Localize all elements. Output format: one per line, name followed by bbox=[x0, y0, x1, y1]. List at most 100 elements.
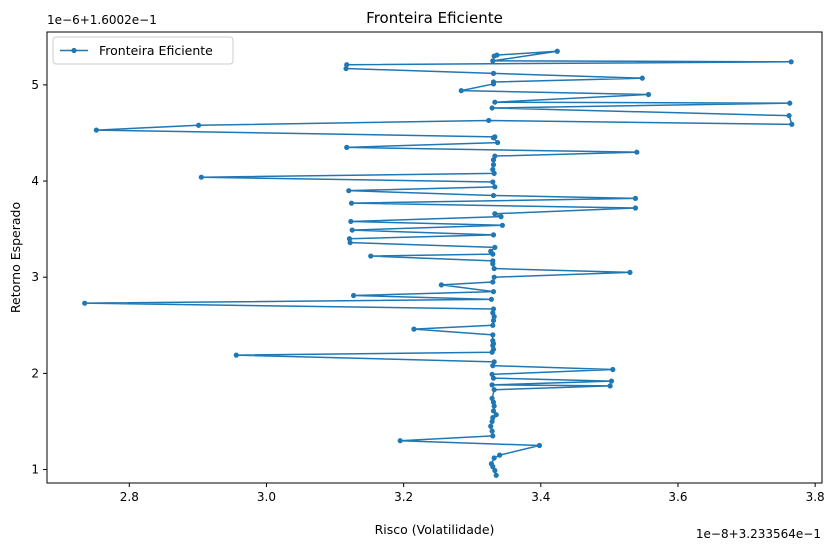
y-tick-label: 1 bbox=[31, 463, 39, 477]
data-point bbox=[458, 88, 464, 94]
data-point bbox=[645, 91, 652, 98]
data-point bbox=[634, 149, 640, 155]
data-point bbox=[488, 423, 494, 429]
data-point bbox=[490, 310, 496, 316]
data-point bbox=[347, 239, 353, 246]
legend: Fronteira Eficiente bbox=[52, 36, 234, 65]
data-point bbox=[488, 296, 495, 302]
data-point bbox=[498, 214, 504, 220]
data-point bbox=[493, 472, 499, 478]
data-point bbox=[490, 415, 496, 421]
x-tick-label: 3.0 bbox=[257, 490, 276, 504]
data-point bbox=[491, 53, 497, 59]
data-point bbox=[344, 144, 350, 150]
data-point bbox=[368, 253, 374, 259]
data-point bbox=[789, 121, 795, 127]
data-point bbox=[488, 461, 495, 467]
data-point bbox=[492, 184, 498, 190]
data-point bbox=[489, 371, 495, 377]
data-point bbox=[349, 227, 355, 233]
y-axis-ticks: 1 2 3 4 5 bbox=[31, 78, 47, 477]
data-point bbox=[490, 162, 497, 168]
data-point bbox=[608, 378, 615, 384]
data-point bbox=[438, 282, 444, 288]
axes-frame bbox=[46, 31, 823, 484]
data-point bbox=[627, 269, 633, 276]
data-point bbox=[93, 127, 99, 133]
x-axis-offset-text: 1e−8+3.233564e−1 bbox=[696, 527, 821, 541]
axes-background bbox=[47, 32, 822, 483]
data-point bbox=[491, 265, 497, 272]
data-point bbox=[348, 218, 354, 225]
data-point bbox=[490, 317, 497, 324]
data-point bbox=[489, 382, 495, 388]
data-point bbox=[632, 195, 639, 201]
data-point bbox=[490, 433, 496, 439]
data-point bbox=[632, 205, 639, 211]
x-tick-label: 3.4 bbox=[531, 490, 550, 504]
data-point bbox=[491, 403, 497, 409]
data-point bbox=[787, 100, 793, 106]
data-point bbox=[198, 174, 204, 180]
data-point bbox=[346, 236, 353, 242]
data-point bbox=[607, 383, 613, 389]
x-tick-label: 3.8 bbox=[806, 490, 825, 504]
data-point bbox=[499, 222, 505, 228]
x-tick-label: 2.8 bbox=[120, 490, 139, 504]
data-point bbox=[639, 75, 645, 81]
data-point bbox=[489, 428, 495, 434]
data-point bbox=[492, 153, 498, 159]
data-point bbox=[490, 338, 496, 344]
data-point bbox=[536, 442, 543, 449]
y-tick-label: 3 bbox=[31, 270, 39, 284]
data-point bbox=[492, 467, 498, 474]
data-point bbox=[490, 70, 497, 76]
y-axis-offset-text: 1e−6+1.6002e−1 bbox=[47, 13, 157, 27]
data-point bbox=[488, 248, 494, 254]
data-point bbox=[344, 62, 350, 68]
data-point bbox=[233, 352, 239, 358]
data-point bbox=[490, 332, 496, 338]
data-point bbox=[490, 166, 496, 173]
data-point bbox=[491, 387, 497, 393]
data-point bbox=[489, 105, 495, 111]
data-point bbox=[492, 99, 498, 105]
data-point bbox=[343, 65, 349, 72]
data-point bbox=[489, 395, 495, 401]
x-axis-label: Risco (Volatilidade) bbox=[375, 522, 495, 537]
data-point bbox=[490, 258, 496, 264]
data-point bbox=[486, 117, 492, 124]
data-point bbox=[490, 79, 497, 85]
chart-title: Fronteira Eficiente bbox=[366, 9, 503, 27]
y-tick-label: 4 bbox=[31, 174, 39, 188]
data-point bbox=[491, 455, 497, 461]
data-point bbox=[411, 326, 417, 332]
data-point bbox=[490, 289, 497, 295]
data-point bbox=[610, 366, 616, 373]
data-point bbox=[786, 113, 792, 119]
data-point bbox=[490, 306, 497, 312]
data-point bbox=[490, 408, 497, 414]
data-point bbox=[489, 418, 495, 425]
data-point bbox=[492, 134, 498, 140]
data-point bbox=[495, 139, 501, 146]
y-axis-label: Retorno Esperado bbox=[8, 202, 23, 313]
data-point bbox=[490, 58, 496, 64]
data-point bbox=[350, 292, 357, 299]
data-point bbox=[554, 48, 560, 54]
data-point bbox=[346, 188, 352, 194]
legend-box bbox=[52, 36, 234, 65]
legend-marker-swatch bbox=[71, 47, 77, 54]
x-tick-label: 3.2 bbox=[394, 490, 413, 504]
data-point bbox=[82, 300, 88, 306]
data-point bbox=[491, 359, 497, 365]
plot-area bbox=[46, 31, 823, 484]
data-point bbox=[490, 179, 496, 185]
y-tick-label: 2 bbox=[31, 366, 39, 380]
data-point bbox=[492, 211, 498, 217]
data-point bbox=[397, 438, 403, 444]
y-tick-label: 5 bbox=[31, 78, 39, 92]
data-point bbox=[490, 279, 496, 285]
data-point bbox=[490, 346, 497, 352]
data-point bbox=[493, 412, 499, 418]
